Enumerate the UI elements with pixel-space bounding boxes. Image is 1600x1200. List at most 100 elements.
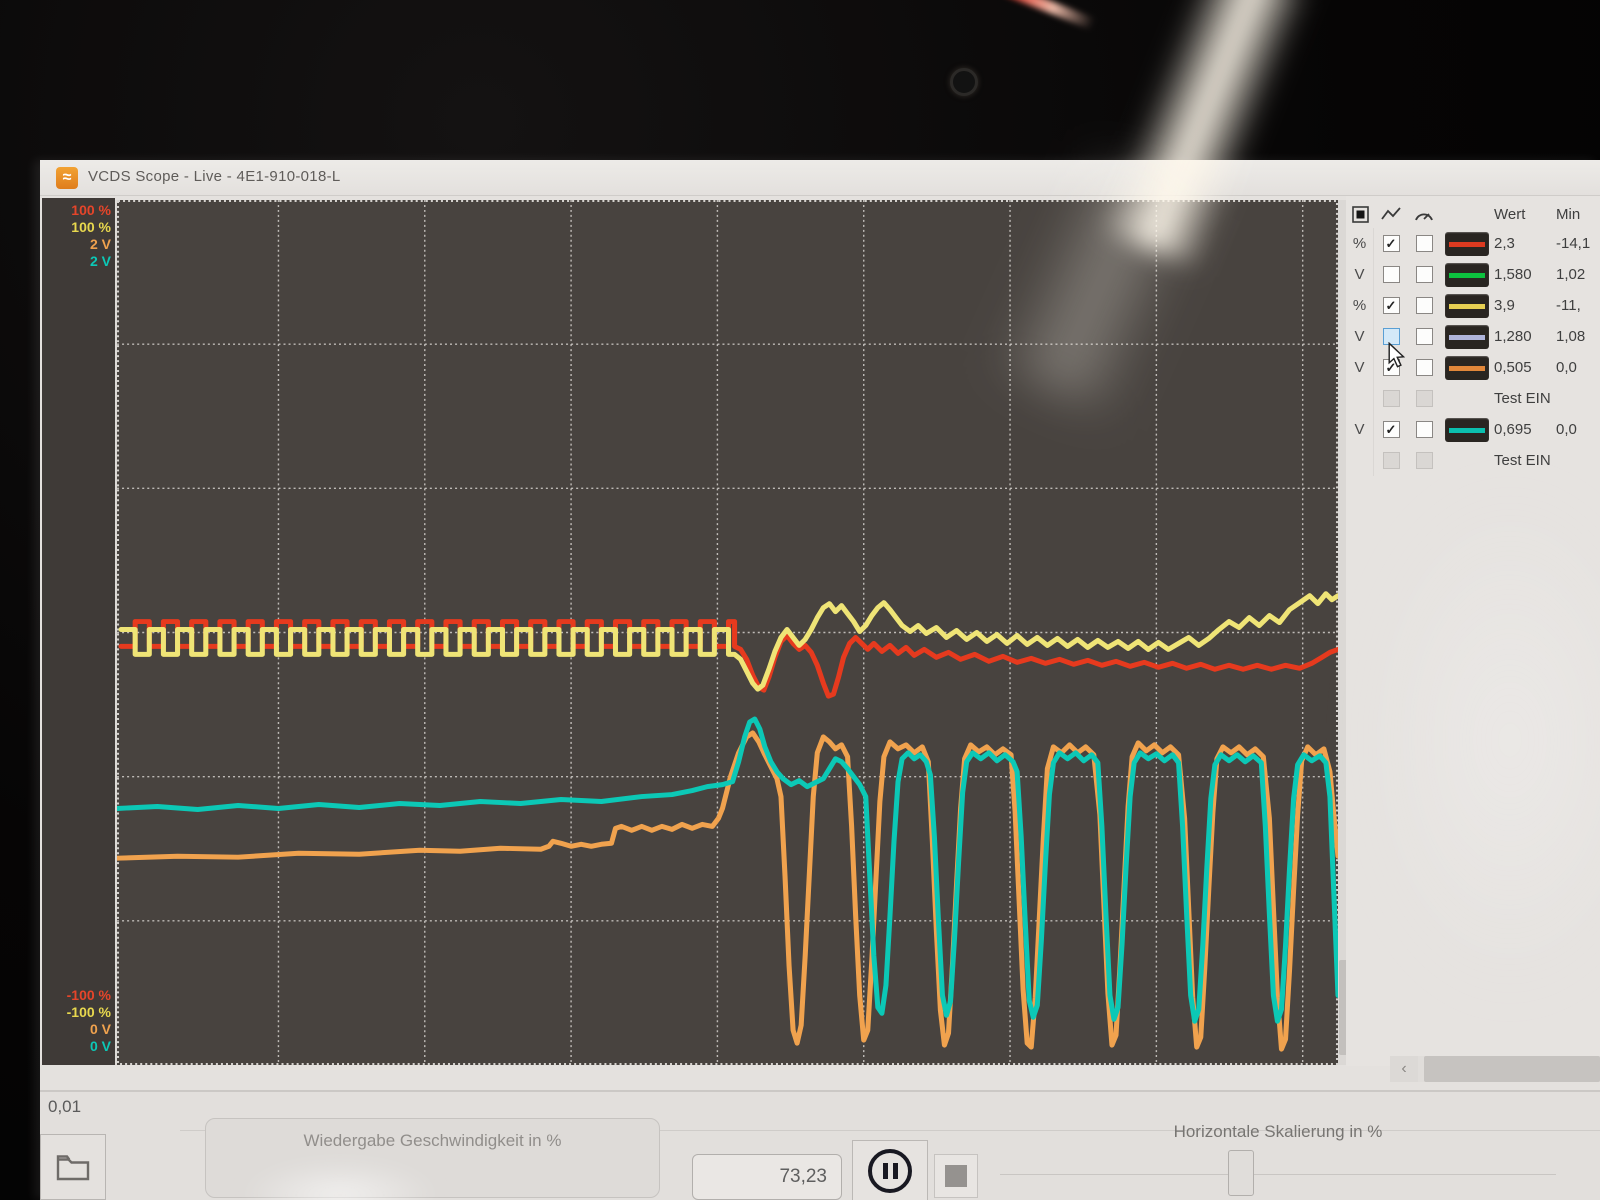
channel-current-value: 0,695 [1494, 421, 1532, 438]
horizontal-scaling-track [1000, 1174, 1556, 1175]
vertical-scrollbar-thumb[interactable] [1339, 960, 1350, 1055]
gauge-view-checkbox[interactable] [1415, 266, 1433, 283]
trace-visible-checkbox[interactable]: ✓ [1382, 297, 1400, 314]
gauge-view-checkbox[interactable] [1415, 297, 1433, 314]
channel-row: V ✓ 0,505 0,0 [1346, 352, 1600, 383]
channel-unit: % [1346, 228, 1374, 259]
channel-unit: V [1346, 321, 1374, 352]
channel-current-value: 1,580 [1494, 266, 1532, 283]
scroll-left-arrow-icon[interactable]: ‹ [1390, 1056, 1418, 1082]
gauge-mode-icon[interactable] [1408, 200, 1440, 228]
column-header-min: Min [1556, 205, 1581, 223]
channel-current-value: 0,505 [1494, 359, 1532, 376]
toolbar-divider [180, 1130, 1600, 1131]
channel-unit: V [1346, 414, 1374, 445]
red-light-reflection [970, 0, 1096, 30]
folder-icon [56, 1155, 90, 1181]
channel-current-value: Test EIN [1494, 452, 1551, 469]
axis-label: 0 V [89, 1021, 111, 1037]
axis-label: -100 % [66, 987, 111, 1003]
channel-row: % ✓ 2,3 -14,1 [1346, 228, 1600, 259]
trace-cyan-volt [117, 716, 1338, 1024]
bottom-toolbar: 0,01 Wiedergabe Geschwindigkeit in % 73,… [40, 1090, 1600, 1200]
mouse-cursor [1388, 342, 1406, 368]
gauge-view-checkbox[interactable] [1415, 328, 1433, 345]
window-title: VCDS Scope - Live - 4E1-910-018-L [88, 168, 341, 185]
channel-min-value: 1,02 [1556, 266, 1586, 283]
stop-icon [945, 1165, 967, 1187]
channel-current-value: Test EIN [1494, 390, 1551, 407]
gauge-view-checkbox [1415, 390, 1433, 407]
channel-current-value: 1,280 [1494, 328, 1532, 345]
channel-min-value: -14,1 [1556, 235, 1591, 252]
playback-speed-slider[interactable]: Wiedergabe Geschwindigkeit in % [205, 1118, 660, 1198]
trace-color-swatch[interactable] [1445, 293, 1489, 318]
gauge-view-checkbox[interactable] [1415, 235, 1433, 252]
channel-row: V ✓ 0,695 0,0 [1346, 414, 1600, 445]
horizontal-scrollbar-thumb[interactable] [1424, 1056, 1600, 1082]
gauge-view-checkbox [1415, 452, 1433, 469]
axis-label: 2 V [89, 236, 111, 252]
axis-label: 100 % [71, 219, 111, 235]
playback-speed-value[interactable]: 73,23 [692, 1154, 842, 1200]
waveform-canvas [117, 200, 1338, 1065]
trace-visible-checkbox [1382, 390, 1400, 407]
trace-visible-checkbox[interactable] [1382, 266, 1400, 283]
gauge-view-checkbox[interactable] [1415, 421, 1433, 438]
channel-min-value: 1,08 [1556, 328, 1586, 345]
gauge-view-checkbox[interactable] [1415, 359, 1433, 376]
trace-color-swatch[interactable] [1445, 231, 1489, 256]
column-header-wert: Wert [1494, 205, 1526, 223]
trace-visible-checkbox [1382, 452, 1400, 469]
horizontal-scaling-label: Horizontale Skalierung in % [1173, 1122, 1383, 1141]
vcds-scope-window: ≈ VCDS Scope - Live - 4E1-910-018-L 100 … [40, 160, 1600, 1200]
axis-label: 100 % [71, 202, 111, 218]
graph-mode-icon[interactable] [1374, 200, 1408, 228]
playback-speed-label: Wiedergabe Geschwindigkeit in % [303, 1131, 562, 1150]
panel-horizontal-scrollbar[interactable]: ‹ [1390, 1056, 1600, 1082]
channel-current-value: 2,3 [1494, 235, 1515, 252]
trace-color-swatch[interactable] [1445, 324, 1489, 349]
open-log-button[interactable] [40, 1134, 106, 1200]
trace-visible-checkbox[interactable]: ✓ [1382, 421, 1400, 438]
channel-row: V 1,280 1,08 [1346, 321, 1600, 352]
channel-row: Test EIN [1346, 383, 1600, 414]
channel-current-value: 3,9 [1494, 297, 1515, 314]
tablet-camera-hole [950, 68, 978, 96]
channel-unit: V [1346, 259, 1374, 290]
plot-border [117, 200, 1338, 1065]
trace-color-swatch[interactable] [1445, 355, 1489, 380]
axis-label: 0 V [89, 1038, 111, 1054]
stop-button[interactable] [934, 1154, 978, 1198]
scaling-value-label: 0,01 [48, 1097, 82, 1116]
channel-min-value: -11, [1556, 297, 1581, 314]
channel-min-value: 0,0 [1556, 359, 1577, 376]
axis-label: 2 V [89, 253, 111, 269]
channel-min-value [1556, 383, 1600, 414]
oscilloscope-plot[interactable] [115, 200, 1338, 1065]
channel-row: V 1,580 1,02 [1346, 259, 1600, 290]
horizontal-scaling-slider-handle[interactable] [1228, 1150, 1254, 1196]
app-scope-wave-icon: ≈ [56, 167, 78, 189]
channel-unit [1346, 445, 1374, 476]
axis-label: -100 % [66, 1004, 111, 1020]
channel-unit: V [1346, 352, 1374, 383]
select-all-icon[interactable] [1346, 200, 1374, 228]
channel-table-header: Wert Min [1346, 200, 1600, 228]
trace-color-swatch[interactable] [1445, 262, 1489, 287]
channel-panel: Wert Min% ✓ 2,3 -14,1 V 1,580 1,02% ✓ 3,9 -11, V 1,… [1346, 196, 1600, 1066]
channel-row: % ✓ 3,9 -11, [1346, 290, 1600, 321]
channel-min-value: 0,0 [1556, 421, 1577, 438]
trace-visible-checkbox[interactable]: ✓ [1382, 235, 1400, 252]
title-bar: ≈ VCDS Scope - Live - 4E1-910-018-L [40, 160, 1600, 196]
pause-button[interactable] [852, 1140, 928, 1200]
channel-unit: % [1346, 290, 1374, 321]
trace-color-swatch[interactable] [1445, 417, 1489, 442]
trace-orange-volt [117, 730, 1338, 1052]
channel-unit [1346, 383, 1374, 414]
channel-min-value [1556, 445, 1600, 476]
